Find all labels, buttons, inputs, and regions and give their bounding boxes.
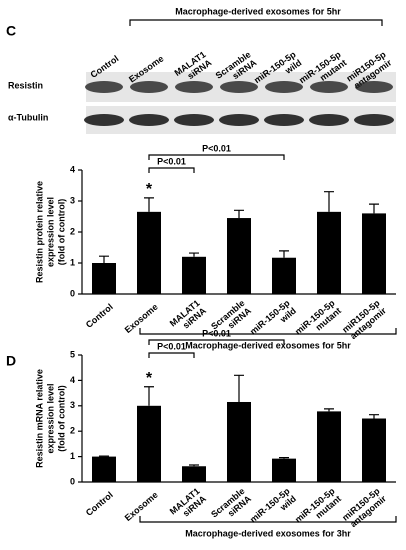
error-bar <box>144 386 154 406</box>
y-tick-label: 3 <box>70 195 75 205</box>
group-bracket <box>139 328 397 335</box>
group-label: Macrophage-derived exosomes for 3hr <box>185 528 351 538</box>
band <box>355 81 393 93</box>
y-axis-title: expression level <box>45 383 55 453</box>
x-tick-label: Control <box>84 302 115 330</box>
band <box>174 114 214 126</box>
bar <box>362 213 386 294</box>
error-bar <box>189 464 199 467</box>
blot-header: Macrophage-derived exosomes for 5hr <box>175 6 341 16</box>
significance-bracket <box>148 167 195 173</box>
group-bracket <box>139 516 397 523</box>
bar <box>92 456 116 482</box>
band <box>310 81 348 93</box>
bar <box>227 218 251 294</box>
y-tick-label: 4 <box>70 164 75 174</box>
y-axis-title: expression level <box>45 197 55 267</box>
y-tick-label: 2 <box>70 426 75 436</box>
panel-label: C <box>6 23 16 39</box>
header-bracket <box>129 19 383 26</box>
y-axis-title: (fold of control) <box>56 385 66 451</box>
error-bar <box>324 408 334 412</box>
bar <box>272 257 296 294</box>
bar <box>182 256 206 294</box>
significance-bracket <box>148 352 195 358</box>
y-tick-label: 0 <box>70 476 75 486</box>
y-tick-label: 2 <box>70 226 75 236</box>
bar <box>137 211 161 294</box>
blot-row-label: α-Tubulin <box>8 112 48 122</box>
y-tick-label: 0 <box>70 288 75 298</box>
band <box>175 81 213 93</box>
significance-label: P<0.01 <box>157 156 186 166</box>
bar <box>317 411 341 482</box>
bar <box>317 211 341 294</box>
band <box>219 114 259 126</box>
error-bar <box>369 414 379 419</box>
y-tick-label: 3 <box>70 400 75 410</box>
error-bar <box>234 209 244 219</box>
band <box>354 114 394 126</box>
bar <box>137 405 161 482</box>
y-axis-title: Resistin mRNA relative <box>34 369 44 468</box>
band <box>130 81 168 93</box>
bar <box>92 263 116 294</box>
y-tick-label: 4 <box>70 375 75 385</box>
bar <box>227 401 251 482</box>
band <box>129 114 169 126</box>
band <box>84 114 124 126</box>
y-tick-label: 5 <box>70 349 75 359</box>
band <box>309 114 349 126</box>
error-bar <box>279 250 289 258</box>
x-tick-label: Exosome <box>123 490 160 523</box>
bar <box>182 466 206 482</box>
band <box>85 81 123 93</box>
band <box>265 81 303 93</box>
bar <box>362 418 386 482</box>
error-bar <box>234 374 244 402</box>
significance-label: P<0.01 <box>157 341 186 351</box>
group-label: Macrophage-derived exosomes for 5hr <box>185 340 351 350</box>
error-bar <box>324 191 334 212</box>
band <box>220 81 258 93</box>
error-bar <box>369 203 379 214</box>
significance-label: P<0.01 <box>202 328 231 338</box>
error-bar <box>189 252 199 257</box>
significance-bracket <box>148 339 285 345</box>
y-tick-label: 1 <box>70 451 75 461</box>
significance-star: * <box>146 181 153 198</box>
y-tick-label: 1 <box>70 257 75 267</box>
x-tick-label: Exosome <box>123 302 160 335</box>
panel-label: D <box>6 353 16 369</box>
error-bar <box>99 455 109 457</box>
blot-row-label: Resistin <box>8 80 43 90</box>
x-tick-label: Control <box>84 490 115 518</box>
error-bar <box>99 255 109 263</box>
y-axis-title: (fold of control) <box>56 199 66 265</box>
error-bar <box>144 197 154 212</box>
bar <box>272 458 296 482</box>
significance-label: P<0.01 <box>202 143 231 153</box>
y-axis-title: Resistin protein relative <box>34 181 44 283</box>
band <box>264 114 304 126</box>
error-bar <box>279 457 289 459</box>
significance-star: * <box>146 370 153 387</box>
significance-bracket <box>148 154 285 160</box>
